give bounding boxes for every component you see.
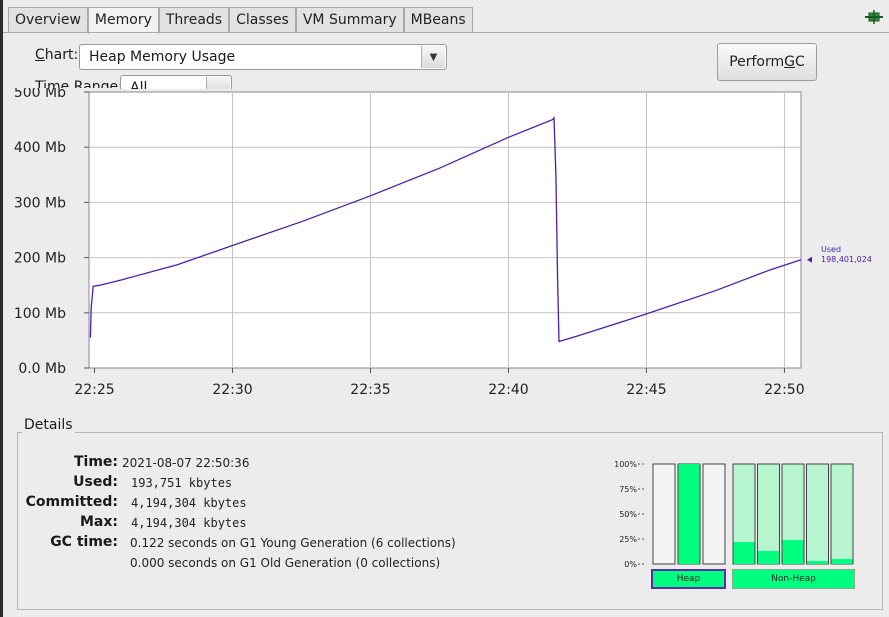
- tab-overview[interactable]: Overview: [8, 7, 88, 33]
- tab-threads[interactable]: Threads: [158, 7, 230, 33]
- x-tick-label: 22:40: [488, 382, 528, 398]
- y-tick-label: 400 Mb: [14, 140, 66, 156]
- nonheap-pool-bar: [830, 463, 854, 565]
- nonheap-pool-bar: [806, 463, 829, 565]
- details-panel: [17, 432, 883, 610]
- chart-select[interactable]: Heap Memory Usage ▼: [79, 44, 447, 70]
- gc-old-value: 0.000 seconds on G1 Old Generation (0 co…: [130, 556, 441, 570]
- x-tick-label: 22:45: [626, 382, 666, 398]
- chevron-down-icon[interactable]: [206, 77, 230, 89]
- committed-label: Committed:: [25, 494, 118, 510]
- nonheap-pool-bar-fill: [733, 542, 755, 564]
- committed-value: 4,194,304 kbytes: [131, 496, 247, 510]
- time-label: Time:: [73, 454, 118, 470]
- pool-y-tick-label: 75%: [619, 485, 637, 494]
- time-range-select[interactable]: All: [120, 75, 232, 89]
- details-legend: Details: [22, 417, 75, 433]
- nonheap-pool-bar-fill: [758, 551, 779, 564]
- tab-bar: Overview Memory Threads Classes VM Summa…: [8, 7, 473, 34]
- x-tick-label: 22:35: [350, 382, 390, 398]
- tab-memory[interactable]: Memory: [87, 7, 159, 34]
- series-used-name: Used: [821, 245, 841, 254]
- heap-pool-bar-fill: [678, 464, 700, 564]
- nonheap-pool-bar-track: [757, 463, 780, 565]
- x-tick-label: 22:25: [74, 382, 114, 398]
- heap-pool-bar-track: [652, 463, 676, 565]
- pool-y-tick-label: 50%: [619, 510, 637, 519]
- window-edge: [0, 0, 3, 617]
- time-range-value: All: [130, 80, 148, 89]
- y-tick-label: 300 Mb: [14, 195, 66, 211]
- pool-y-tick-label: 100%: [614, 460, 637, 469]
- nonheap-pool-bar: [781, 463, 805, 565]
- time-value: 2021-08-07 22:50:36: [122, 456, 250, 470]
- nonheap-pool-bar-fill: [831, 559, 853, 564]
- y-tick-label: 100 Mb: [14, 306, 66, 322]
- x-tick-label: 22:50: [764, 382, 804, 398]
- heap-pool-bar-track: [702, 463, 726, 565]
- time-range-label: Time Range:: [35, 79, 123, 88]
- series-used-line: [89, 116, 802, 343]
- heap-pool-bar: [677, 463, 701, 565]
- nonheap-pool-button[interactable]: Non-Heap: [732, 569, 855, 589]
- gc-time-label: GC time:: [50, 534, 118, 550]
- nonheap-pool-bar-track: [806, 463, 829, 565]
- chart-select-value: Heap Memory Usage: [89, 49, 236, 65]
- nonheap-pool-bar: [732, 463, 756, 565]
- used-label: Used:: [73, 474, 118, 490]
- nonheap-pool-bar: [757, 463, 780, 565]
- max-value: 4,194,304 kbytes: [131, 516, 247, 530]
- plot-area: [88, 91, 802, 369]
- x-tick-label: 22:30: [212, 382, 252, 398]
- plugin-icon[interactable]: [865, 10, 883, 24]
- pool-y-tick-label: 25%: [619, 535, 637, 544]
- gc-young-value: 0.122 seconds on G1 Young Generation (6 …: [130, 536, 456, 550]
- tab-vm-summary[interactable]: VM Summary: [295, 7, 404, 33]
- chart-select-label: Chart:: [35, 47, 79, 63]
- tab-mbeans[interactable]: MBeans: [403, 7, 473, 33]
- chevron-down-icon[interactable]: ▼: [421, 46, 445, 68]
- y-tick-label: 0.0 Mb: [18, 361, 66, 377]
- pool-y-tick-label: 0%: [624, 560, 637, 569]
- used-value: 193,751 kbytes: [131, 476, 233, 490]
- tab-classes[interactable]: Classes: [229, 7, 296, 33]
- series-used-marker: [807, 256, 812, 263]
- nonheap-pool-bar-fill: [807, 561, 828, 564]
- heap-memory-chart: 500 Mb 400 Mb 300 Mb 200 Mb 100 Mb 0.0 Mb 22:2…: [14, 88, 872, 398]
- heap-pool-bar: [652, 463, 676, 565]
- nonheap-pool-bar-fill: [782, 540, 804, 564]
- y-tick-label: 500 Mb: [14, 88, 66, 101]
- memory-pools-chart: 100% 75% 50% 25% 0%: [614, 460, 854, 569]
- tab-divider: [3, 32, 889, 33]
- heap-pool-bar: [702, 463, 726, 565]
- nonheap-pool-bar-track: [830, 463, 854, 565]
- heap-pool-button[interactable]: Heap: [651, 569, 726, 589]
- y-tick-label: 200 Mb: [14, 251, 66, 267]
- max-label: Max:: [79, 514, 118, 530]
- series-used-value: 198,401,024: [821, 255, 872, 264]
